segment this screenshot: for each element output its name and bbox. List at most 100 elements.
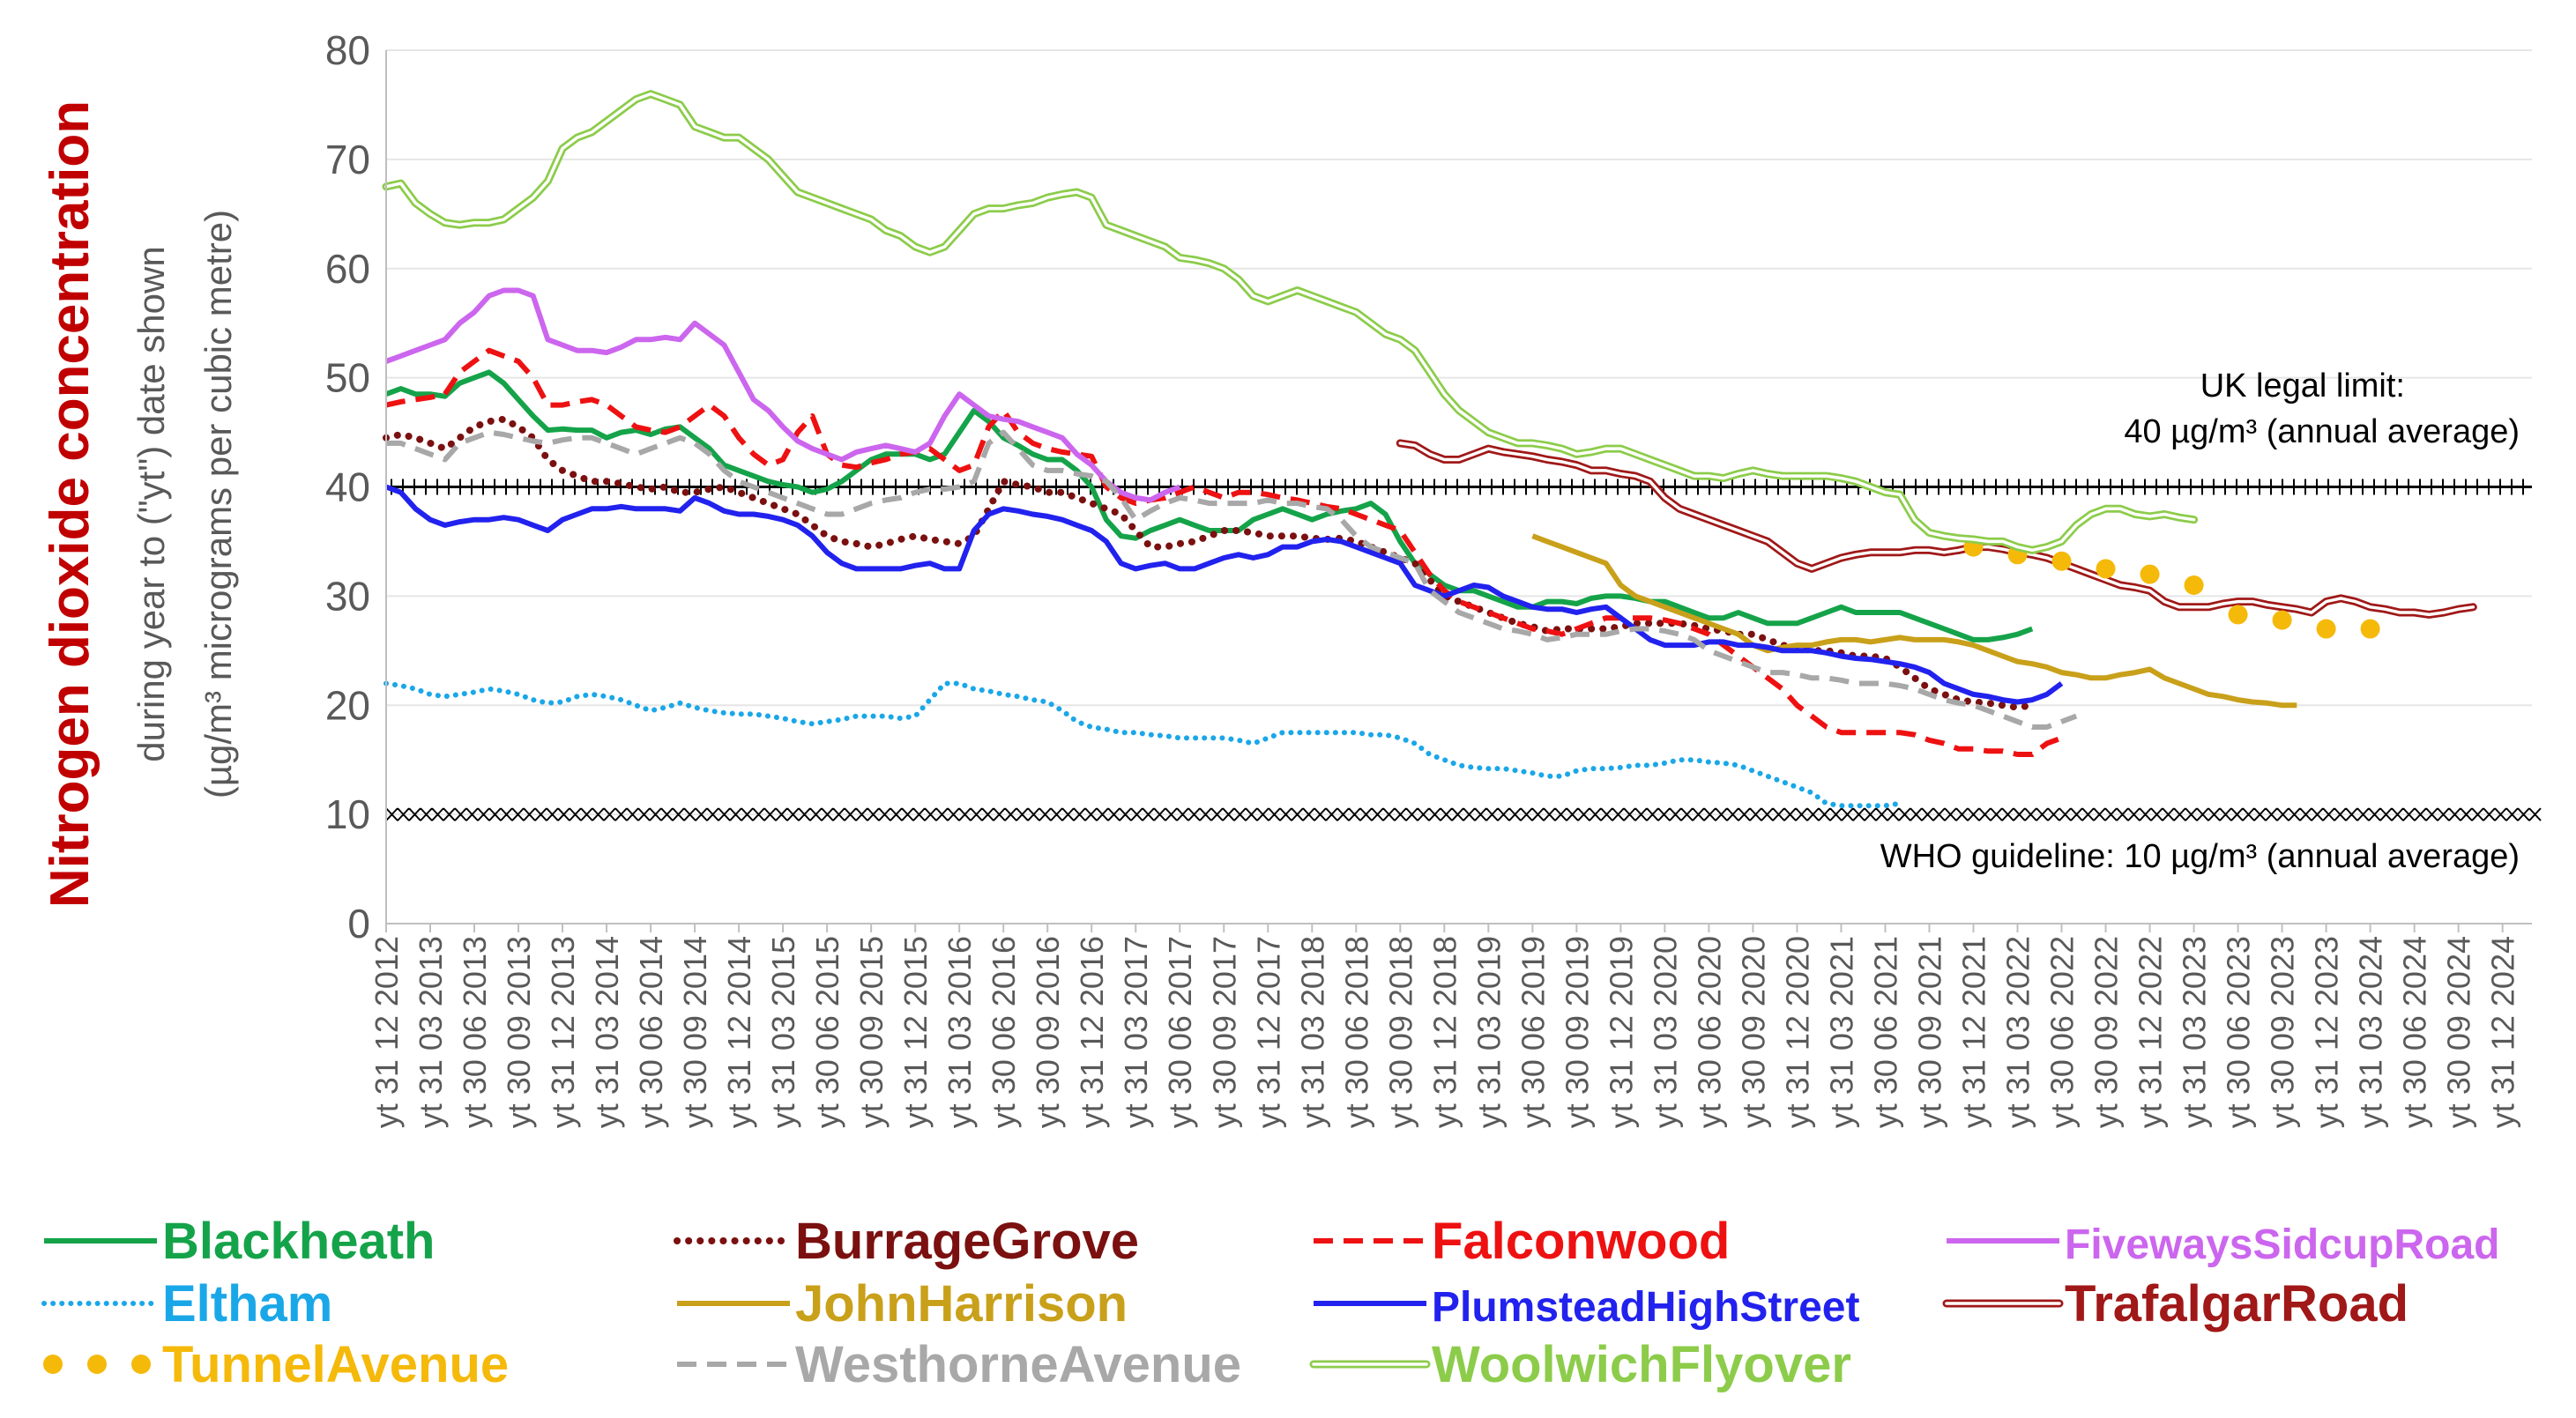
x-tick-label: yt 30 09 2014 [677,936,713,1128]
series-line [385,347,2063,757]
legend-item-Eltham: Eltham [41,1275,332,1333]
y-tick-label: 10 [325,791,370,837]
legend-item-TrafalgarRoad: TrafalgarRoad [1942,1275,2408,1333]
x-tick-label: yt 31 12 2015 [897,936,934,1128]
y-tick-label: 80 [325,27,370,73]
x-tick-label: yt 31 12 2022 [2133,936,2169,1128]
legend-item-JohnHarrison: JohnHarrison [677,1275,1128,1333]
legend-item-Blackheath: Blackheath [44,1213,435,1270]
x-tick-label: yt 30 06 2019 [1515,936,1551,1128]
y-tick-label: 20 [325,682,370,728]
x-tick-label: yt 31 03 2019 [1470,936,1507,1128]
legend-label: PlumsteadHighStreet [1432,1284,1859,1331]
x-tick-label: yt 30 09 2015 [853,936,890,1128]
x-tick-label: yt 31 12 2018 [1426,936,1463,1128]
y-tick-label: 60 [325,246,370,292]
legend-label: JohnHarrison [795,1275,1128,1333]
x-tick-label: yt 30 06 2016 [986,936,1022,1128]
y-tick-label: 50 [325,355,370,401]
series-BurrageGrove [383,415,2036,711]
legend-label: WesthorneAvenue [795,1336,1241,1393]
x-tick-label: yt 31 12 2021 [1955,936,1992,1128]
x-tick-label: yt 31 03 2024 [2353,936,2389,1128]
series-line [1531,533,2297,709]
x-tick-label: yt 30 06 2020 [1691,936,1727,1128]
legend-item-BurrageGrove: BurrageGrove [674,1213,1139,1270]
y-tick-label: 70 [325,137,370,182]
x-tick-label: yt 30 06 2018 [1338,936,1374,1128]
x-tick-label: yt 30 09 2018 [1382,936,1418,1128]
x-tick-label: yt 31 03 2020 [1647,936,1683,1128]
series-lines [382,90,2477,809]
x-tick-label: yt 31 12 2020 [1779,936,1815,1128]
series-Blackheath [384,369,2034,642]
x-tick-label: yt 31 03 2013 [413,936,449,1128]
series-WesthorneAvenue [386,429,2078,730]
legend-marker [43,1355,63,1374]
x-tick-label: yt 30 06 2014 [633,936,669,1128]
series-JohnHarrison [1531,533,2297,709]
x-tick-label: yt 31 03 2023 [2177,936,2213,1128]
who-guideline-label: WHO guideline: 10 µg/m³ (annual average) [1880,838,2520,875]
data-point [2140,564,2160,584]
y-tick-labels: 0 10 20 30 40 50 60 70 80 [325,27,370,947]
x-tick-label: yt 30 09 2021 [1911,936,1947,1128]
series-WoolwichFlyover [382,90,2199,554]
y-tick-label: 0 [347,901,370,947]
series-line-inner [1398,442,2475,617]
legend-item-TunnelAvenue: TunnelAvenue [43,1336,509,1393]
x-tick-label: yt 30 06 2013 [457,936,493,1128]
series-FivewaysSidcupRoad [384,287,1181,503]
series-line [386,429,2078,730]
data-point [2051,551,2072,571]
legend-marker [131,1355,151,1374]
chart-title: Nitrogen dioxide concentration [40,100,101,908]
legend-item-PlumsteadHighStreet: PlumsteadHighStreet [1314,1284,1859,1331]
series-line [384,369,2034,642]
x-tick-label: yt 31 12 2017 [1250,936,1286,1128]
data-point [2096,559,2116,579]
x-tick-label: yt 31 03 2016 [942,936,978,1128]
y-axis-label: (µg/m³ micrograms per cubic metre) [197,210,239,798]
legend-item-WoolwichFlyover: WoolwichFlyover [1309,1336,1851,1393]
x-tick-label: yt 31 03 2018 [1294,936,1330,1128]
legend-label: TrafalgarRoad [2065,1275,2408,1333]
legend-label: FivewaysSidcupRoad [2065,1221,2499,1268]
series-line [383,415,2036,711]
x-tick-label: yt 30 06 2024 [2397,936,2433,1128]
series-TrafalgarRoad [1396,439,2477,619]
x-tick-label: yt 30 06 2017 [1162,936,1198,1128]
legend-label: TunnelAvenue [162,1336,509,1393]
x-tick-label: yt 31 03 2014 [589,936,625,1128]
data-point [2316,619,2336,639]
y-tick-label: 30 [325,573,370,619]
x-tick-label: yt 31 03 2022 [2000,936,2036,1128]
series-line [384,287,1181,503]
x-tick-labels: yt 31 12 2012 yt 31 03 2013 yt 30 06 2013 y… [369,924,2521,1128]
series-PlumsteadHighStreet [384,484,2064,705]
x-tick-label: yt 30 06 2021 [1867,936,1903,1128]
series-Eltham [383,680,1903,809]
legend-marker [87,1355,107,1374]
y-tick-label: 40 [325,464,370,510]
x-tick-label: yt 30 09 2019 [1559,936,1595,1128]
x-tick-label: yt 31 12 2013 [545,936,581,1128]
x-tick-label: yt 31 12 2012 [369,936,405,1128]
reference-lines [385,479,2542,821]
series-line [384,484,2064,705]
series-line [383,680,1903,809]
x-tick-label: yt 30 06 2023 [2221,936,2257,1128]
series-line-inner [384,92,2196,553]
uk-limit-label-line2: 40 µg/m³ (annual average) [2124,413,2520,450]
x-tick-label: yt 30 09 2017 [1206,936,1242,1128]
chart-subtitle: during year to ("yt") date shown [130,246,172,761]
data-point [2228,605,2248,625]
x-tick-label: yt 31 12 2023 [2309,936,2345,1128]
legend: Blackheath BurrageGrove Falconwood Fiveways… [41,1213,2499,1393]
x-tick-label: yt 30 06 2015 [809,936,845,1128]
x-tick-label: yt 30 09 2023 [2265,936,2301,1128]
x-tick-label: yt 30 09 2020 [1735,936,1771,1128]
legend-item-FivewaysSidcupRoad: FivewaysSidcupRoad [1947,1221,2499,1268]
